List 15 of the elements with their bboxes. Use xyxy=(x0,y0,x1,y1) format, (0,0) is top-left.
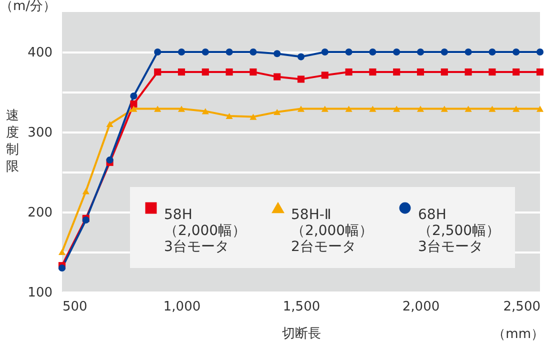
x-tick-label: 2,000 xyxy=(402,300,440,314)
x-axis-title: 切断長 xyxy=(282,326,321,341)
y-tick-label: 400 xyxy=(28,46,52,60)
legend-label: 68H （2,500幅） 3台モータ xyxy=(418,207,500,255)
y-tick-label: 200 xyxy=(28,206,52,220)
y-axis-title: 速度制限 xyxy=(6,108,19,174)
x-tick-label: 1,000 xyxy=(163,300,201,314)
legend-label: 58H-Ⅱ （2,000幅） 2台モータ xyxy=(291,207,374,255)
y-tick-label: 300 xyxy=(28,126,52,140)
x-tick-label: 2,500 xyxy=(503,300,540,314)
y-tick-label: 100 xyxy=(28,286,52,300)
text: （mm） xyxy=(492,327,544,341)
x-tick-label: 1,500 xyxy=(282,300,320,314)
legend-label: 58H （2,000幅） 3台モータ xyxy=(164,207,246,255)
x-tick-label: 500 xyxy=(62,300,88,314)
